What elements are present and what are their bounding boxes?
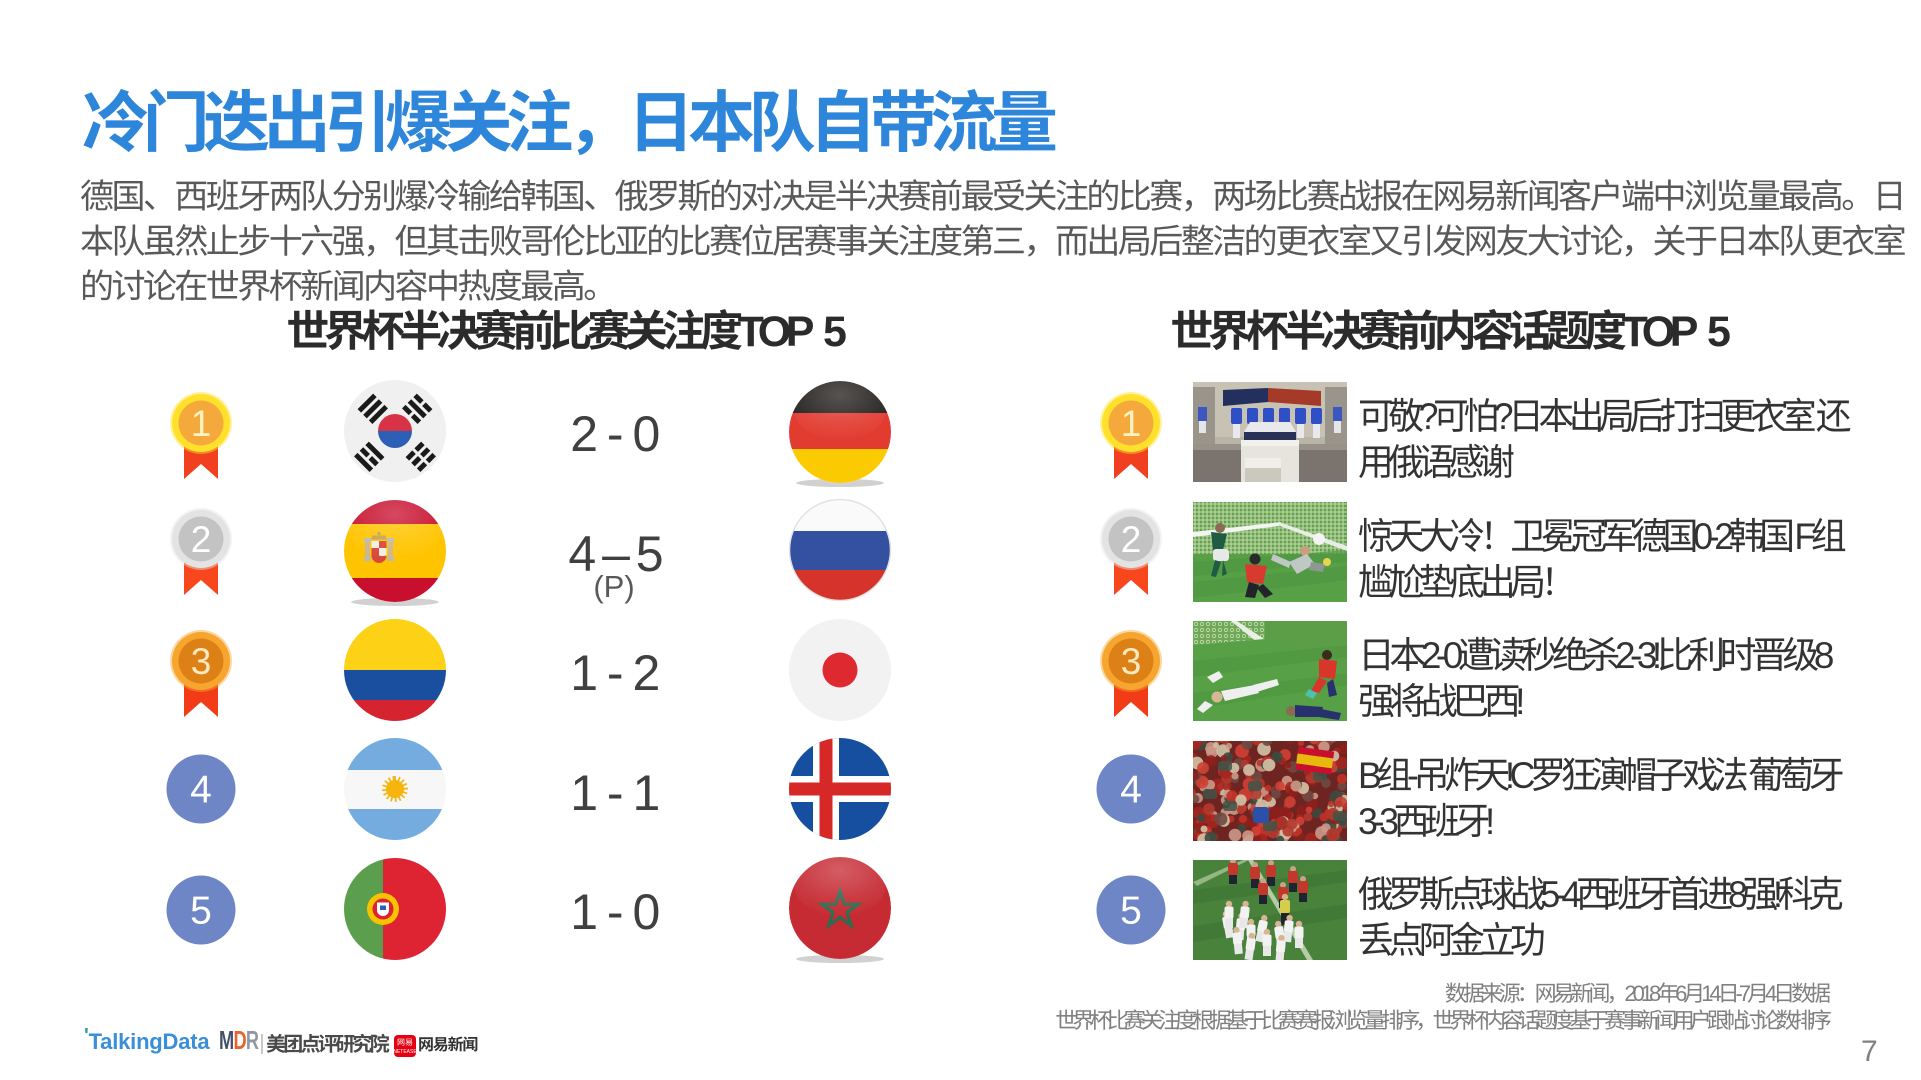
svg-text:3: 3	[191, 641, 212, 682]
svg-text:1: 1	[1121, 403, 1142, 444]
svg-text:1: 1	[191, 403, 212, 444]
svg-text:网易: 网易	[397, 1037, 413, 1048]
svg-text:4: 4	[1120, 768, 1142, 811]
svg-text:5: 5	[190, 889, 212, 932]
svg-text:NETEASE: NETEASE	[394, 1049, 416, 1055]
svg-text:3: 3	[1121, 641, 1142, 682]
svg-text:2: 2	[191, 519, 212, 560]
svg-text:4: 4	[190, 768, 212, 811]
svg-text:5: 5	[1120, 889, 1142, 932]
svg-text:2: 2	[1121, 519, 1142, 560]
